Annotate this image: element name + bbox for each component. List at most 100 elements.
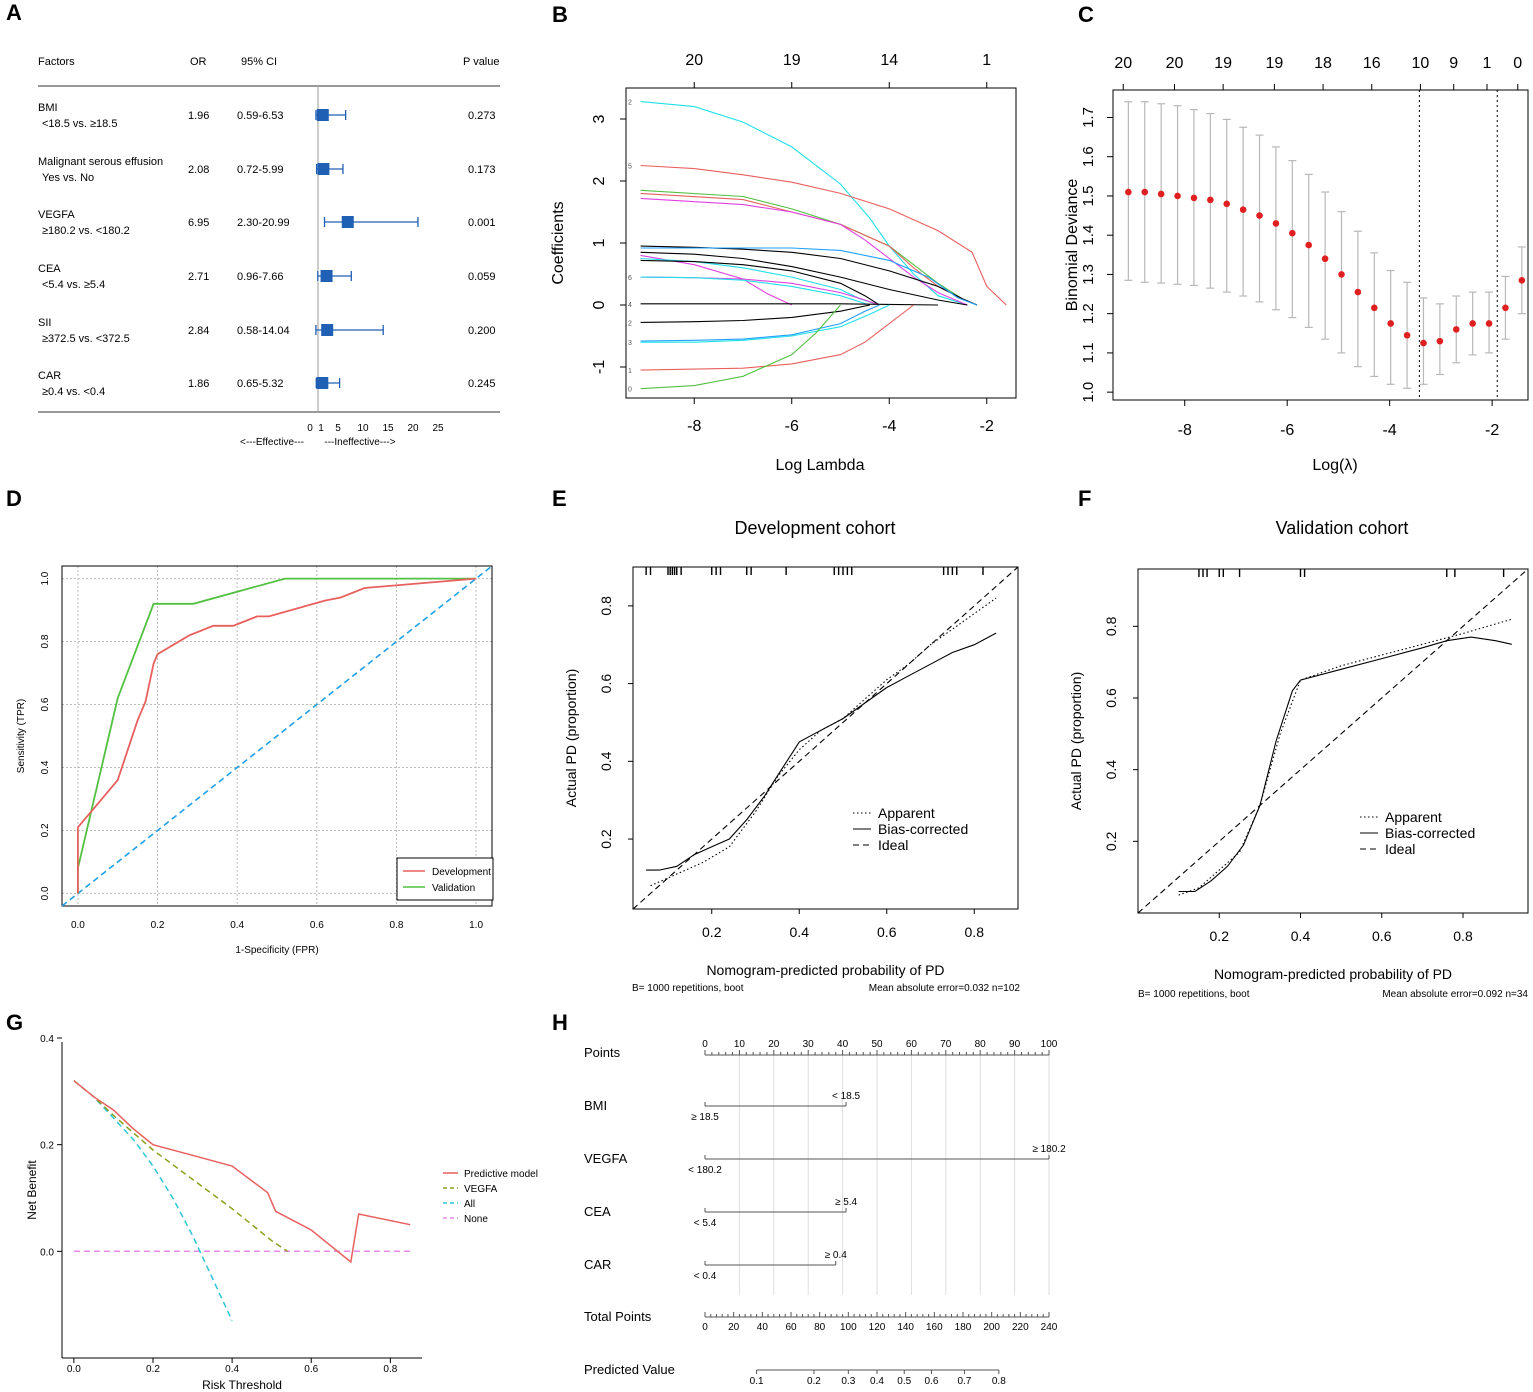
or-point [317,163,330,175]
y-axis-label: Actual PD (proportion) [563,669,579,808]
y-tick-label: 1.3 [1080,264,1097,285]
y-axis-label: Sensitivity (TPR) [16,699,27,773]
legend-label: VEGFA [464,1184,498,1195]
x-tick-label: -4 [1383,422,1397,439]
panel-letter-g: G [6,1010,23,1035]
coef-path [640,304,890,343]
ci-value: 0.59-6.53 [237,110,283,122]
points-tick-label: 50 [871,1039,883,1050]
y-axis-label: Binomial Deviance [1064,179,1081,312]
footnote-right: Mean absolute error=0.092 n=34 [1382,989,1528,1000]
x-tick-label: 25 [432,423,444,434]
x-tick-label: -6 [785,418,799,435]
top-tick-label: 19 [783,52,801,69]
legend-label: Ideal [878,837,908,853]
coef-path [640,276,870,306]
y-tick-label: 0.6 [1103,688,1119,708]
points-tick-label: 20 [768,1039,780,1050]
x-tick-label: 0.2 [702,924,722,940]
top-tick-label: 10 [1412,55,1430,72]
deviance-point [1272,220,1280,227]
or-point [320,270,333,282]
y-tick-label: 1.4 [1080,225,1097,246]
x-label-left: <---Effective--- [240,437,304,448]
coef-path [640,164,1007,306]
x-tick-label: 5 [335,423,341,434]
row-label-predicted: Predicted Value [584,1362,675,1377]
x-tick-label: 0.8 [383,1364,397,1375]
deviance-point [1289,229,1296,237]
coef-path [640,303,939,306]
or-value: 1.96 [188,110,209,122]
x-tick-label: 0 [307,423,313,434]
legend: Development Validation [396,857,494,901]
top-tick-label: 18 [1314,55,1332,72]
deviance-point [1256,212,1263,219]
total-tick-label: 160 [926,1322,943,1333]
total-tick-label: 120 [869,1322,886,1333]
y-tick-label: 0.4 [598,751,614,771]
factor-label: CEA [38,263,61,275]
deviance-point [1223,200,1231,208]
p-value: 0.173 [468,164,496,176]
top-tick-label: 19 [1265,55,1283,72]
panel-letter-h: H [552,1010,568,1035]
top-tick-label: 20 [685,52,703,69]
deviance-point [1420,339,1427,347]
x-tick-label: 0.8 [389,920,403,931]
chart-title: Development cohort [734,518,895,538]
predicted-tick-label: 0.2 [807,1376,821,1387]
net-benefit-vegfa [73,1080,288,1252]
x-tick-label: 0.6 [877,924,897,940]
y-tick-label: 1.0 [40,571,51,585]
variable-high-label: < 18.5 [832,1091,861,1102]
panel-letter-c: C [1078,2,1094,27]
or-point [321,324,334,336]
top-tick-label: 1 [1483,55,1492,72]
or-point [341,216,354,228]
x-tick-label: 0.4 [225,1364,239,1375]
legend-label: Apparent [878,805,935,821]
total-tick-label: 240 [1041,1322,1058,1333]
y-tick-label: 1.5 [1080,186,1097,207]
top-tick-label: 9 [1449,55,1458,72]
x-tick-label: 0.2 [1210,928,1230,944]
x-axis-label: Nomogram-predicted probability of PD [706,962,944,978]
legend-label: Validation [432,883,475,894]
points-tick-label: 30 [803,1039,815,1050]
y-tick-label: 0.6 [598,674,614,694]
deviance-point [1452,326,1460,333]
y-axis-label: Coefficients [550,201,567,284]
total-tick-label: 180 [955,1322,972,1333]
or-value: 6.95 [188,217,209,229]
y-tick-label: 0.8 [40,634,51,648]
legend-label: Development [432,867,491,878]
factor-sub-label: <5.4 vs. ≥5.4 [42,279,105,291]
x-tick-label: 0.4 [1291,928,1311,944]
points-tick-label: 40 [837,1039,849,1050]
reference-line [61,565,493,907]
deviance-point [1174,192,1181,200]
x-tick-label: 0.8 [1453,928,1473,944]
or-value: 2.08 [188,164,209,176]
deviance-point [1387,320,1394,327]
top-tick-label: 14 [880,52,898,69]
deviance-point [1403,331,1411,339]
factor-sub-label: ≥372.5 vs. <372.5 [42,333,130,345]
total-tick-label: 140 [897,1322,914,1333]
top-tick-label: 19 [1214,55,1232,72]
y-tick-label: -1 [591,360,608,374]
deviance-point [1141,188,1149,196]
legend-label: None [464,1214,488,1225]
x-tick-label: -4 [882,418,896,435]
x-tick-label: 15 [382,423,394,434]
variable-high-label: ≥ 180.2 [1032,1144,1066,1155]
y-tick-label: 0.2 [1103,831,1119,851]
predicted-tick-label: 0.5 [897,1376,911,1387]
top-tick-label: 0 [1513,55,1522,72]
top-tick-label: 1 [982,52,991,69]
plot-frame [632,566,1019,910]
legend-label: Ideal [1385,841,1415,857]
header-p: P value [463,56,500,68]
coef-path [640,304,914,371]
